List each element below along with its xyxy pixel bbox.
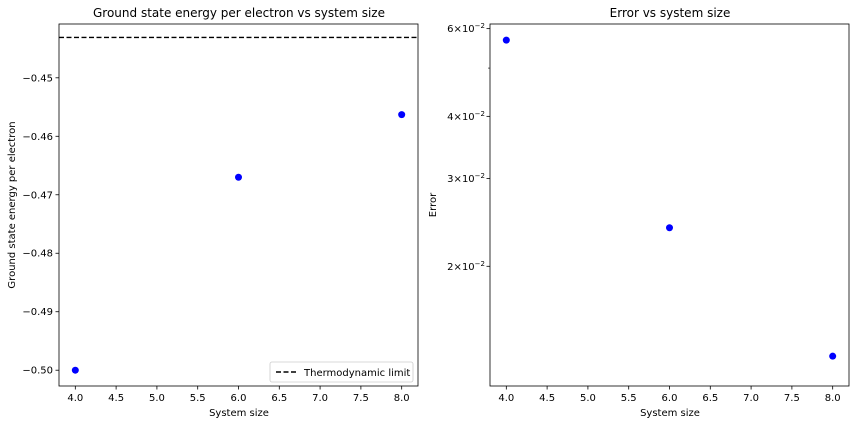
error-chart-x-tick-label: 7.0 — [743, 393, 759, 404]
tick-mantissa: 3 — [447, 174, 453, 185]
tick-times: × — [454, 174, 462, 185]
tick-base: 10 — [462, 262, 475, 273]
energy-chart-y-tick-label: −0.49 — [22, 307, 53, 318]
error-chart-x-tick-label: 4.0 — [498, 393, 514, 404]
energy-chart-x-tick-label: 4.5 — [108, 393, 124, 404]
energy-chart-x-tick-label: 7.0 — [312, 393, 328, 404]
tick-base: 10 — [462, 112, 475, 123]
tick-times: × — [454, 262, 462, 273]
tick-mantissa: 6 — [447, 24, 453, 35]
tick-base: 10 — [462, 24, 475, 35]
legend-entry-thermodynamic-limit: Thermodynamic limit — [303, 368, 410, 379]
error-chart-frame — [489, 23, 850, 387]
error-chart-x-tick-label: 5.0 — [580, 393, 596, 404]
energy-chart-x-tick-label: 4.0 — [67, 393, 83, 404]
tick-times: × — [454, 112, 462, 123]
energy-chart-ylabel: Ground state energy per electron — [7, 121, 18, 288]
tick-exponent: −2 — [475, 22, 485, 30]
error-chart-ylabel: Error — [428, 192, 439, 217]
energy-chart-y-tick-label: −0.50 — [22, 366, 53, 377]
error-chart-points — [502, 36, 837, 360]
error-data-point — [829, 352, 837, 360]
energy-chart-x-tick-label: 8.0 — [394, 393, 410, 404]
energy-chart-title: Ground state energy per electron vs syst… — [93, 6, 385, 20]
tick-exponent: −2 — [475, 110, 485, 118]
error-chart-x-tick-label: 7.5 — [784, 393, 800, 404]
energy-chart-y-tick-label: −0.47 — [22, 190, 53, 201]
energy-chart-x-tick-label: 7.5 — [353, 393, 369, 404]
error-chart-y-tick-label: 2×10−2 — [447, 260, 485, 273]
tick-mantissa: 2 — [447, 262, 453, 273]
error-chart-x-tick-label: 8.0 — [825, 393, 841, 404]
energy-chart-x-tick-label: 6.0 — [231, 393, 247, 404]
error-chart: Error vs system size System size Error 4… — [428, 6, 850, 419]
error-chart-y-tick-label: 3×10−2 — [447, 172, 485, 185]
energy-chart-xlabel: System size — [209, 408, 269, 419]
error-chart-y-tick-label: 4×10−2 — [447, 110, 485, 123]
error-chart-ticks: 4.0 4.5 5.0 5.5 6.0 6.5 7.0 7.5 8.02×10−23×10−24… — [447, 22, 840, 404]
energy-chart-y-tick-label: −0.46 — [22, 132, 53, 143]
tick-times: × — [454, 24, 462, 35]
energy-chart-y-tick-label: −0.48 — [22, 249, 53, 260]
energy-chart-legend: Thermodynamic limit — [269, 361, 414, 383]
energy-chart-points — [71, 111, 406, 374]
energy-chart-x-tick-label: 5.0 — [149, 393, 165, 404]
energy-chart-ticks: 4.0 4.5 5.0 5.5 6.0 6.5 7.0 7.5 8.0 −0.50 −0.49 −0.… — [22, 73, 409, 404]
error-chart-xlabel: System size — [640, 408, 700, 419]
error-chart-x-tick-label: 4.5 — [539, 393, 555, 404]
tick-mantissa: 4 — [447, 112, 453, 123]
tick-base: 10 — [462, 174, 475, 185]
error-chart-x-tick-label: 5.5 — [621, 393, 637, 404]
tick-exponent: −2 — [475, 172, 485, 180]
error-chart-title: Error vs system size — [610, 6, 731, 20]
energy-chart-x-tick-label: 6.5 — [271, 393, 287, 404]
error-chart-x-tick-label: 6.5 — [702, 393, 718, 404]
energy-data-point — [398, 111, 406, 119]
tick-exponent: −2 — [475, 260, 485, 268]
error-chart-y-tick-label: 6×10−2 — [447, 22, 485, 35]
error-data-point — [666, 224, 673, 232]
energy-chart: Ground state energy per electron vs syst… — [7, 6, 419, 419]
energy-chart-frame — [58, 23, 419, 387]
energy-chart-y-tick-label: −0.45 — [22, 73, 53, 84]
error-data-point — [502, 36, 510, 44]
error-chart-x-tick-label: 6.0 — [662, 393, 678, 404]
energy-data-point — [71, 366, 79, 374]
energy-data-point — [235, 173, 242, 181]
legend-box — [269, 361, 414, 383]
energy-chart-x-tick-label: 5.5 — [190, 393, 206, 404]
